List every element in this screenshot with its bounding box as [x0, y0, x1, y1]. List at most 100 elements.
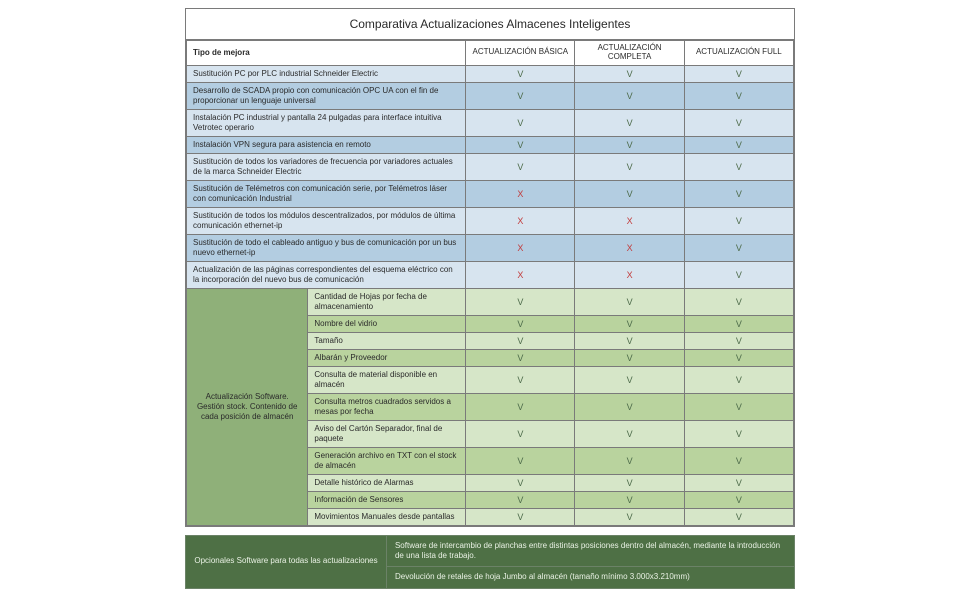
optional-desc: Software de intercambio de planchas entr… — [386, 535, 794, 567]
mark-cell: V — [575, 153, 684, 180]
mark-cell: V — [684, 420, 793, 447]
mark-cell: V — [684, 349, 793, 366]
mark-cell: V — [684, 207, 793, 234]
mark-cell: V — [575, 474, 684, 491]
mark-cell: X — [466, 207, 575, 234]
mark-cell: V — [575, 82, 684, 109]
table-row: Instalación VPN segura para asistencia e… — [187, 136, 794, 153]
row-desc: Aviso del Cartón Separador, final de paq… — [308, 420, 466, 447]
row-desc: Información de Sensores — [308, 491, 466, 508]
mark-cell: V — [466, 332, 575, 349]
table-row: Actualización de las páginas correspondi… — [187, 261, 794, 288]
table-row: Sustitución de todos los variadores de f… — [187, 153, 794, 180]
mark-cell: V — [575, 393, 684, 420]
table-row: Sustitución de Telémetros con comunicaci… — [187, 180, 794, 207]
mark-cell: V — [684, 315, 793, 332]
mark-cell: V — [575, 136, 684, 153]
mark-cell: V — [684, 136, 793, 153]
optional-row: Opcionales Software para todas las actua… — [186, 535, 795, 567]
mark-cell: V — [466, 109, 575, 136]
page-title: Comparativa Actualizaciones Almacenes In… — [186, 9, 794, 40]
row-desc: Actualización de las páginas correspondi… — [187, 261, 466, 288]
row-desc: Nombre del vidrio — [308, 315, 466, 332]
mark-cell: V — [466, 393, 575, 420]
row-desc: Albarán y Proveedor — [308, 349, 466, 366]
optional-desc: Devolución de retales de hoja Jumbo al a… — [386, 567, 794, 588]
table-row: Instalación PC industrial y pantalla 24 … — [187, 109, 794, 136]
mark-cell: V — [466, 349, 575, 366]
row-desc: Detalle histórico de Alarmas — [308, 474, 466, 491]
mark-cell: V — [466, 82, 575, 109]
mark-cell: V — [575, 180, 684, 207]
row-desc: Sustitución de todos los módulos descent… — [187, 207, 466, 234]
mark-cell: V — [684, 447, 793, 474]
mark-cell: V — [575, 288, 684, 315]
mark-cell: V — [684, 65, 793, 82]
mark-cell: V — [684, 491, 793, 508]
mark-cell: V — [684, 234, 793, 261]
mark-cell: V — [575, 349, 684, 366]
mark-cell: V — [575, 366, 684, 393]
optional-label: Opcionales Software para todas las actua… — [186, 535, 387, 588]
mark-cell: V — [466, 136, 575, 153]
mark-cell: V — [575, 491, 684, 508]
header-full: ACTUALIZACIÓN FULL — [684, 41, 793, 66]
table-row: Desarrollo de SCADA propio con comunicac… — [187, 82, 794, 109]
mark-cell: V — [575, 109, 684, 136]
mark-cell: V — [575, 65, 684, 82]
mark-cell: V — [575, 420, 684, 447]
optional-table: Opcionales Software para todas las actua… — [185, 535, 795, 589]
table-row: Sustitución de todo el cableado antiguo … — [187, 234, 794, 261]
mark-cell: V — [684, 474, 793, 491]
row-desc: Tamaño — [308, 332, 466, 349]
table-body: Sustitución PC por PLC industrial Schnei… — [187, 65, 794, 525]
row-desc: Movimientos Manuales desde pantallas — [308, 508, 466, 525]
mark-cell: X — [466, 261, 575, 288]
mark-cell: V — [466, 153, 575, 180]
row-desc: Sustitución PC por PLC industrial Schnei… — [187, 65, 466, 82]
row-desc: Consulta metros cuadrados servidos a mes… — [308, 393, 466, 420]
mark-cell: X — [575, 261, 684, 288]
row-desc: Generación archivo en TXT con el stock d… — [308, 447, 466, 474]
mark-cell: V — [466, 447, 575, 474]
mark-cell: V — [684, 393, 793, 420]
mark-cell: V — [575, 447, 684, 474]
row-desc: Desarrollo de SCADA propio con comunicac… — [187, 82, 466, 109]
mark-cell: V — [575, 315, 684, 332]
table-row: Actualización Software. Gestión stock. C… — [187, 288, 794, 315]
mark-cell: V — [466, 474, 575, 491]
mark-cell: V — [684, 153, 793, 180]
table-header-row: Tipo de mejora ACTUALIZACIÓN BÁSICA ACTU… — [187, 41, 794, 66]
mark-cell: V — [466, 315, 575, 332]
comparison-table-wrap: Comparativa Actualizaciones Almacenes In… — [185, 8, 795, 527]
mark-cell: V — [466, 65, 575, 82]
mark-cell: V — [684, 82, 793, 109]
mark-cell: V — [684, 288, 793, 315]
optional-body: Opcionales Software para todas las actua… — [186, 535, 795, 588]
row-desc: Instalación PC industrial y pantalla 24 … — [187, 109, 466, 136]
row-desc: Sustitución de todos los variadores de f… — [187, 153, 466, 180]
mark-cell: V — [684, 366, 793, 393]
mark-cell: V — [466, 491, 575, 508]
mark-cell: V — [684, 109, 793, 136]
table-row: Sustitución de todos los módulos descent… — [187, 207, 794, 234]
mark-cell: V — [466, 366, 575, 393]
header-basic: ACTUALIZACIÓN BÁSICA — [466, 41, 575, 66]
comparison-table: Tipo de mejora ACTUALIZACIÓN BÁSICA ACTU… — [186, 40, 794, 526]
mark-cell: X — [575, 207, 684, 234]
row-desc: Consulta de material disponible en almac… — [308, 366, 466, 393]
mark-cell: V — [684, 180, 793, 207]
mark-cell: X — [466, 234, 575, 261]
mark-cell: V — [466, 420, 575, 447]
row-desc: Sustitución de Telémetros con comunicaci… — [187, 180, 466, 207]
mark-cell: V — [684, 332, 793, 349]
mark-cell: X — [466, 180, 575, 207]
mark-cell: V — [466, 288, 575, 315]
mark-cell: V — [575, 508, 684, 525]
row-desc: Sustitución de todo el cableado antiguo … — [187, 234, 466, 261]
mark-cell: V — [575, 332, 684, 349]
mark-cell: X — [575, 234, 684, 261]
mark-cell: V — [684, 508, 793, 525]
table-row: Sustitución PC por PLC industrial Schnei… — [187, 65, 794, 82]
mark-cell: V — [684, 261, 793, 288]
